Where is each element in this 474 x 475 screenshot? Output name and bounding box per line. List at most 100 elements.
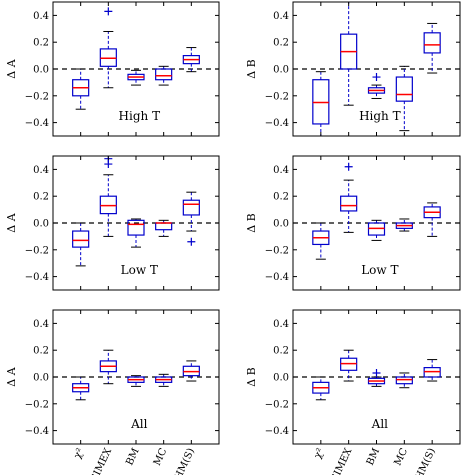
y-axis-label: Δ B [245,59,258,79]
box-iqr [423,32,441,54]
y-tick-label: −0.4 [265,426,289,437]
plot-area [312,2,441,136]
box-iqr [340,195,358,212]
plot-area [312,162,441,260]
panel-annotation: Low T [121,263,158,277]
box-1 [99,156,117,237]
y-tick-label: 0.4 [273,11,289,22]
x-category-label: χ² [72,447,86,461]
y-tick-label: −0.4 [25,272,49,283]
y-tick-label: −0.2 [25,399,49,410]
y-tick-label: 0.4 [33,11,49,22]
flier-marker [104,7,113,16]
y-tick-label: 0.0 [273,373,289,384]
y-tick-label: 0.0 [33,65,49,76]
y-axis-label: Δ A [5,366,18,386]
box-2 [367,368,386,387]
box-2 [367,219,386,241]
box-iqr [155,222,173,231]
box-iqr [155,68,173,81]
box-0 [312,222,330,260]
box-4 [182,47,200,73]
box-iqr [182,199,200,216]
box-4 [423,22,441,74]
box-iqr [395,76,413,102]
box-0 [312,71,330,136]
panel-top-right: 0.4 0.2 0.0 −0.2 −0.4 Δ B High T [245,1,461,137]
plot-area [72,7,200,110]
y-tick-label: 0.2 [273,38,289,49]
x-category-label: SIMEX [89,446,114,475]
x-category-label: SIMEX [329,446,354,475]
box-0 [72,376,90,401]
box-1 [99,349,117,385]
y-tick-label: 0.0 [33,219,49,230]
y-tick-label: 0.4 [273,165,289,176]
y-tick-label: −0.2 [25,91,49,102]
box-0 [312,376,330,401]
box-4 [182,191,200,246]
y-tick-label: 0.4 [273,319,289,330]
x-category-label: BM [124,447,141,468]
y-tick-label: −0.2 [265,91,289,102]
y-tick-label: 0.2 [273,346,289,357]
box-0 [72,68,90,110]
x-category-label: BM [365,447,382,468]
y-tick-label: 0.4 [33,319,49,330]
y-axis-label: Δ B [245,213,258,233]
box-2 [127,69,145,86]
y-tick-label: −0.4 [25,426,49,437]
flier-marker [187,237,196,246]
panel-annotation: All [130,417,148,431]
box-2 [367,73,386,99]
panel-annotation: All [371,417,389,431]
y-tick-label: 0.2 [273,192,289,203]
box-iqr [127,219,145,236]
box-1 [340,162,358,233]
y-tick-label: 0.0 [273,219,289,230]
y-tick-label: −0.2 [25,245,49,256]
box-2 [127,375,145,387]
box-2 [127,218,145,248]
x-category-label: HM(S) [173,447,197,475]
y-tick-label: −0.4 [25,118,49,129]
plot-area [312,349,441,401]
y-tick-label: −0.2 [265,399,289,410]
panel-top-left: 0.4 0.2 0.0 −0.2 −0.4 Δ A High T [5,1,220,137]
x-category-label: HM(S) [414,447,438,475]
y-tick-label: 0.2 [33,346,49,357]
box-1 [340,349,358,382]
box-3 [395,65,413,132]
box-3 [395,372,413,389]
y-tick-label: 0.2 [33,192,49,203]
y-axis-label: Δ A [5,212,18,232]
box-3 [155,219,173,237]
panel-annotation: High T [119,109,161,123]
panel-bottom-right: 0.4 0.2 0.0 −0.2 −0.4 Δ B All χ² SIMEX BM MC HM(S) [245,309,461,475]
x-category-label: MC [152,446,170,467]
flier-marker [344,162,353,171]
y-tick-label: 0.4 [33,165,49,176]
y-tick-label: 0.2 [33,38,49,49]
y-tick-label: −0.4 [265,272,289,283]
plot-area [72,156,200,267]
panel-middle-right: 0.4 0.2 0.0 −0.2 −0.4 Δ B Low T [245,155,461,291]
box-4 [423,359,441,382]
box-3 [155,373,173,387]
box-4 [423,202,441,237]
y-tick-label: −0.4 [265,118,289,129]
box-3 [395,218,413,232]
y-axis-label: Δ A [5,58,18,78]
plot-area [72,349,200,401]
x-category-label: MC [393,446,411,467]
y-tick-label: −0.2 [265,245,289,256]
panel-bottom-left: 0.4 0.2 0.0 −0.2 −0.4 Δ A All χ² SIMEX BM MC HM(S) [5,309,220,475]
box-iqr [72,230,90,248]
box-1 [99,7,117,89]
y-tick-label: 0.0 [33,373,49,384]
y-axis-label: Δ B [245,367,258,387]
box-1 [340,2,358,106]
y-tick-label: 0.0 [273,65,289,76]
box-3 [155,65,173,86]
